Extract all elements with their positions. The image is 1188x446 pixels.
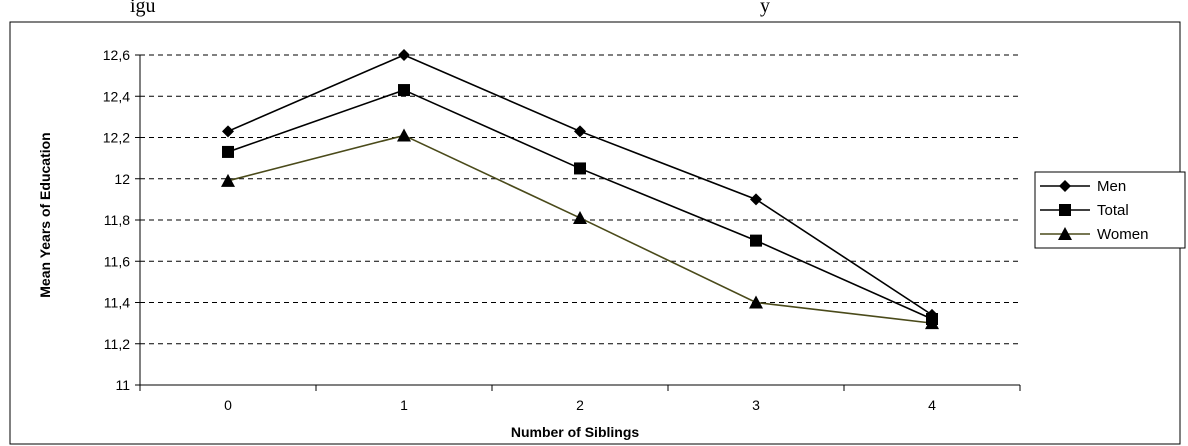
y-tick-label: 11,2 — [104, 336, 130, 352]
data-point-total — [750, 234, 762, 247]
legend-marker-total — [1059, 204, 1071, 216]
legend-marker-men — [1059, 180, 1071, 192]
series-line-men — [227, 54, 933, 316]
data-point-women — [221, 173, 235, 187]
legend-label-men: Men — [1097, 178, 1126, 195]
y-tick-label: 12,2 — [103, 130, 130, 146]
x-axis-title: Number of Siblings — [511, 424, 640, 440]
y-tick-label: 12,4 — [103, 88, 130, 104]
data-point-women — [397, 128, 411, 142]
y-axis-title: Mean Years of Education — [37, 132, 53, 297]
caption-fragment-right: y — [760, 0, 770, 17]
x-tick-label: 1 — [400, 397, 408, 413]
y-tick-label: 11,6 — [104, 253, 130, 269]
y-tick-label: 12 — [114, 171, 130, 187]
data-point-total — [398, 84, 410, 97]
caption-fragment-left: igu — [130, 0, 156, 17]
x-tick-labels: 0 1 2 3 4 — [139, 385, 1021, 413]
data-point-women — [573, 210, 587, 224]
data-point-total — [222, 145, 234, 158]
x-tick-label: 4 — [928, 397, 936, 413]
data-point-total — [574, 162, 586, 175]
series-line-total — [227, 89, 933, 320]
series-lines — [227, 54, 933, 324]
legend-label-women: Women — [1097, 226, 1148, 243]
legend-marker-women — [1058, 227, 1072, 240]
y-tick-labels: 11 11,2 11,4 11,6 11,8 12 12,2 12,4 12,6 — [103, 47, 140, 393]
series-markers — [221, 49, 939, 330]
x-tick-label: 2 — [576, 397, 584, 413]
legend-label-total: Total — [1097, 202, 1129, 219]
y-tick-label: 12,6 — [103, 47, 130, 63]
data-point-women — [749, 295, 763, 309]
data-point-men — [222, 125, 234, 138]
legend: Men Total Women — [1034, 171, 1186, 249]
x-tick-label: 3 — [752, 397, 760, 413]
chart-area-border — [9, 21, 1181, 445]
gridlines — [140, 54, 1020, 345]
y-tick-label: 11 — [115, 377, 130, 393]
y-tick-label: 11,8 — [104, 212, 130, 228]
data-point-men — [398, 49, 410, 61]
data-point-men — [574, 125, 586, 138]
y-tick-label: 11,4 — [104, 295, 130, 311]
data-point-women — [925, 316, 939, 330]
x-tick-label: 0 — [224, 397, 232, 413]
data-point-men — [750, 193, 762, 206]
